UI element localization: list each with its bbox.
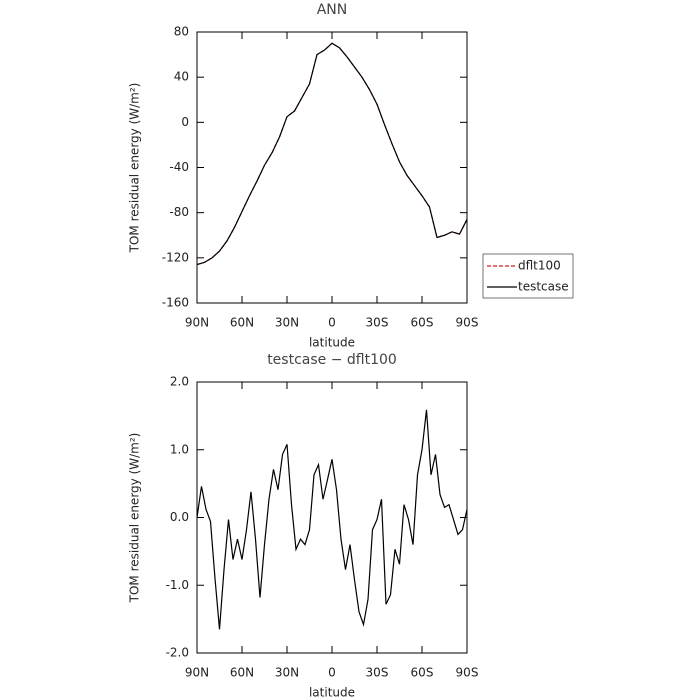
data-line [196,42,468,266]
x-axis-label: latitude [309,686,355,700]
x-tick-label: 90S [456,316,479,330]
x-tick-label: 0 [328,666,336,680]
y-tick-label: 0.0 [170,510,189,524]
plot-frame [196,381,468,654]
x-axis-label: latitude [309,336,355,350]
plot-frame [196,31,468,304]
chart-title: testcase − dflt100 [267,352,397,368]
x-tick-label: 60S [411,666,434,680]
x-tick-label: 30N [275,316,299,330]
x-tick-label: 60N [230,316,254,330]
data-line [196,42,468,266]
y-tick-label: 2.0 [170,375,189,389]
y-tick-label: -160 [162,296,189,310]
y-tick-label: -2.0 [166,646,189,660]
y-tick-label: 80 [174,25,189,39]
x-tick-label: 90N [185,666,209,680]
x-tick-label: 90N [185,316,209,330]
x-tick-label: 60S [411,316,434,330]
y-tick-label: 40 [174,70,189,84]
x-tick-label: 60N [230,666,254,680]
x-tick-label: 30S [366,666,389,680]
y-tick-label: -120 [162,250,189,264]
y-tick-label: -80 [169,205,189,219]
legend-box [482,253,574,299]
y-tick-label: 1.0 [170,442,189,456]
legend-label: testcase [518,280,569,294]
legend-label: dflt100 [518,259,561,273]
data-line [196,409,468,630]
y-axis-label: TOM residual energy (W/m²) [128,83,142,254]
x-tick-label: 30S [366,316,389,330]
chart-title: ANN [317,2,348,18]
y-tick-label: -40 [169,160,189,174]
y-tick-label: -1.0 [166,578,189,592]
x-tick-label: 0 [328,316,336,330]
y-tick-label: 0 [181,115,189,129]
x-tick-label: 90S [456,666,479,680]
y-axis-label: TOM residual energy (W/m²) [128,433,142,604]
x-tick-label: 30N [275,666,299,680]
